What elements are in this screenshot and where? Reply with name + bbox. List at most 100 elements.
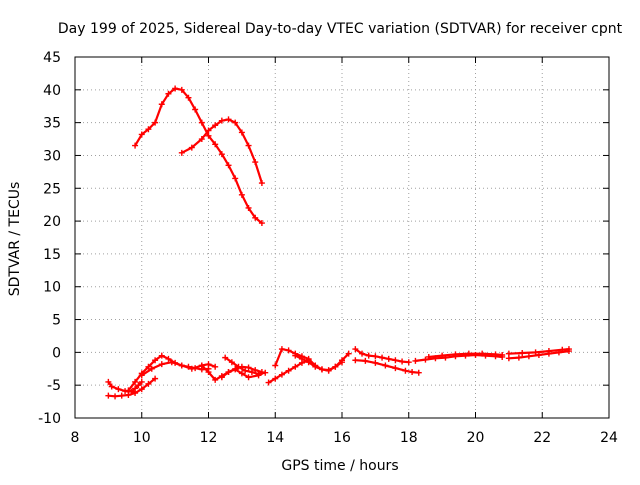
data-point	[409, 369, 416, 376]
data-point	[292, 352, 299, 359]
data-point	[532, 349, 539, 356]
data-point	[138, 386, 145, 393]
series-sat-i	[218, 363, 265, 381]
data-point	[152, 357, 159, 364]
y-tick-label: 20	[43, 214, 61, 230]
data-point	[225, 369, 232, 376]
data-point	[439, 352, 446, 359]
x-tick-label: 14	[266, 430, 284, 446]
data-point	[382, 362, 389, 369]
data-point	[198, 362, 205, 369]
data-point	[192, 106, 199, 113]
data-point	[165, 90, 172, 97]
data-point	[545, 348, 552, 355]
data-point	[242, 367, 249, 374]
data-point	[465, 350, 472, 357]
data-point	[205, 369, 212, 376]
data-point	[178, 362, 185, 369]
data-point	[405, 359, 412, 366]
data-point	[132, 390, 139, 397]
data-point	[278, 371, 285, 378]
data-point	[152, 119, 159, 126]
data-point	[178, 86, 185, 93]
data-point	[379, 354, 386, 361]
series-line	[134, 87, 263, 225]
series-sat-f	[138, 359, 219, 379]
data-point	[135, 382, 142, 389]
x-tick-label: 16	[333, 430, 351, 446]
y-tick-label: 45	[43, 50, 61, 66]
data-point	[108, 383, 115, 390]
y-axis-label: SDTVAR / TECUs	[7, 182, 23, 297]
data-point	[285, 347, 292, 354]
data-point	[225, 116, 232, 123]
tick-layer: 8 10 12 14 16 18 20 22 24 -10 -5 0 5 10 15 20 25 30 35 40 45	[38, 50, 618, 446]
data-point	[238, 129, 245, 136]
series-line	[414, 353, 504, 362]
data-point	[505, 350, 512, 357]
data-point	[332, 363, 339, 370]
data-point	[145, 126, 152, 133]
x-tick-label: 18	[400, 430, 418, 446]
data-point	[392, 357, 399, 364]
series-sat-a	[132, 85, 265, 227]
data-point	[492, 351, 499, 358]
data-point	[479, 350, 486, 357]
data-point	[245, 374, 252, 381]
data-point	[415, 369, 422, 376]
data-point	[402, 367, 409, 374]
chart-title: Day 199 of 2025, Sidereal Day-to-day VTE…	[58, 21, 623, 37]
x-tick-label: 8	[71, 430, 80, 446]
data-point	[152, 375, 159, 382]
data-point	[158, 352, 165, 359]
x-tick-label: 12	[200, 430, 218, 446]
data-point	[118, 392, 125, 399]
data-point	[185, 94, 192, 101]
data-point	[345, 350, 352, 357]
data-point	[232, 365, 239, 372]
x-tick-label: 10	[133, 430, 151, 446]
data-point	[168, 359, 175, 366]
data-point	[165, 355, 172, 362]
data-point	[245, 142, 252, 149]
data-point	[132, 142, 139, 149]
data-point	[212, 141, 219, 148]
data-point	[228, 359, 235, 366]
data-point	[248, 369, 255, 376]
data-point	[372, 359, 379, 366]
data-point	[312, 363, 319, 370]
data-point	[339, 359, 345, 366]
y-tick-label: 5	[52, 313, 61, 329]
data-point	[132, 378, 139, 385]
data-point	[245, 204, 252, 211]
data-point	[158, 101, 165, 108]
series-sat-l	[292, 352, 345, 374]
data-point	[172, 85, 179, 92]
data-point	[238, 370, 245, 377]
data-point	[525, 353, 532, 360]
data-point	[425, 353, 432, 360]
data-point	[218, 151, 225, 158]
data-point	[148, 365, 155, 372]
y-tick-label: 10	[43, 280, 61, 296]
series-line	[180, 118, 263, 185]
data-point	[212, 376, 219, 383]
data-point	[158, 361, 165, 368]
data-point	[105, 378, 112, 385]
data-point	[205, 361, 212, 368]
data-point	[198, 119, 205, 126]
data-point	[292, 363, 299, 370]
data-point	[365, 352, 372, 359]
data-point	[138, 372, 145, 379]
data-point	[565, 346, 572, 353]
data-point	[359, 350, 366, 357]
data-point	[305, 359, 312, 366]
data-point	[499, 351, 506, 358]
grid-layer	[75, 57, 609, 418]
data-point	[352, 346, 359, 353]
y-tick-label: 30	[43, 148, 61, 164]
data-point	[318, 366, 325, 373]
series-sat-c	[105, 378, 145, 395]
